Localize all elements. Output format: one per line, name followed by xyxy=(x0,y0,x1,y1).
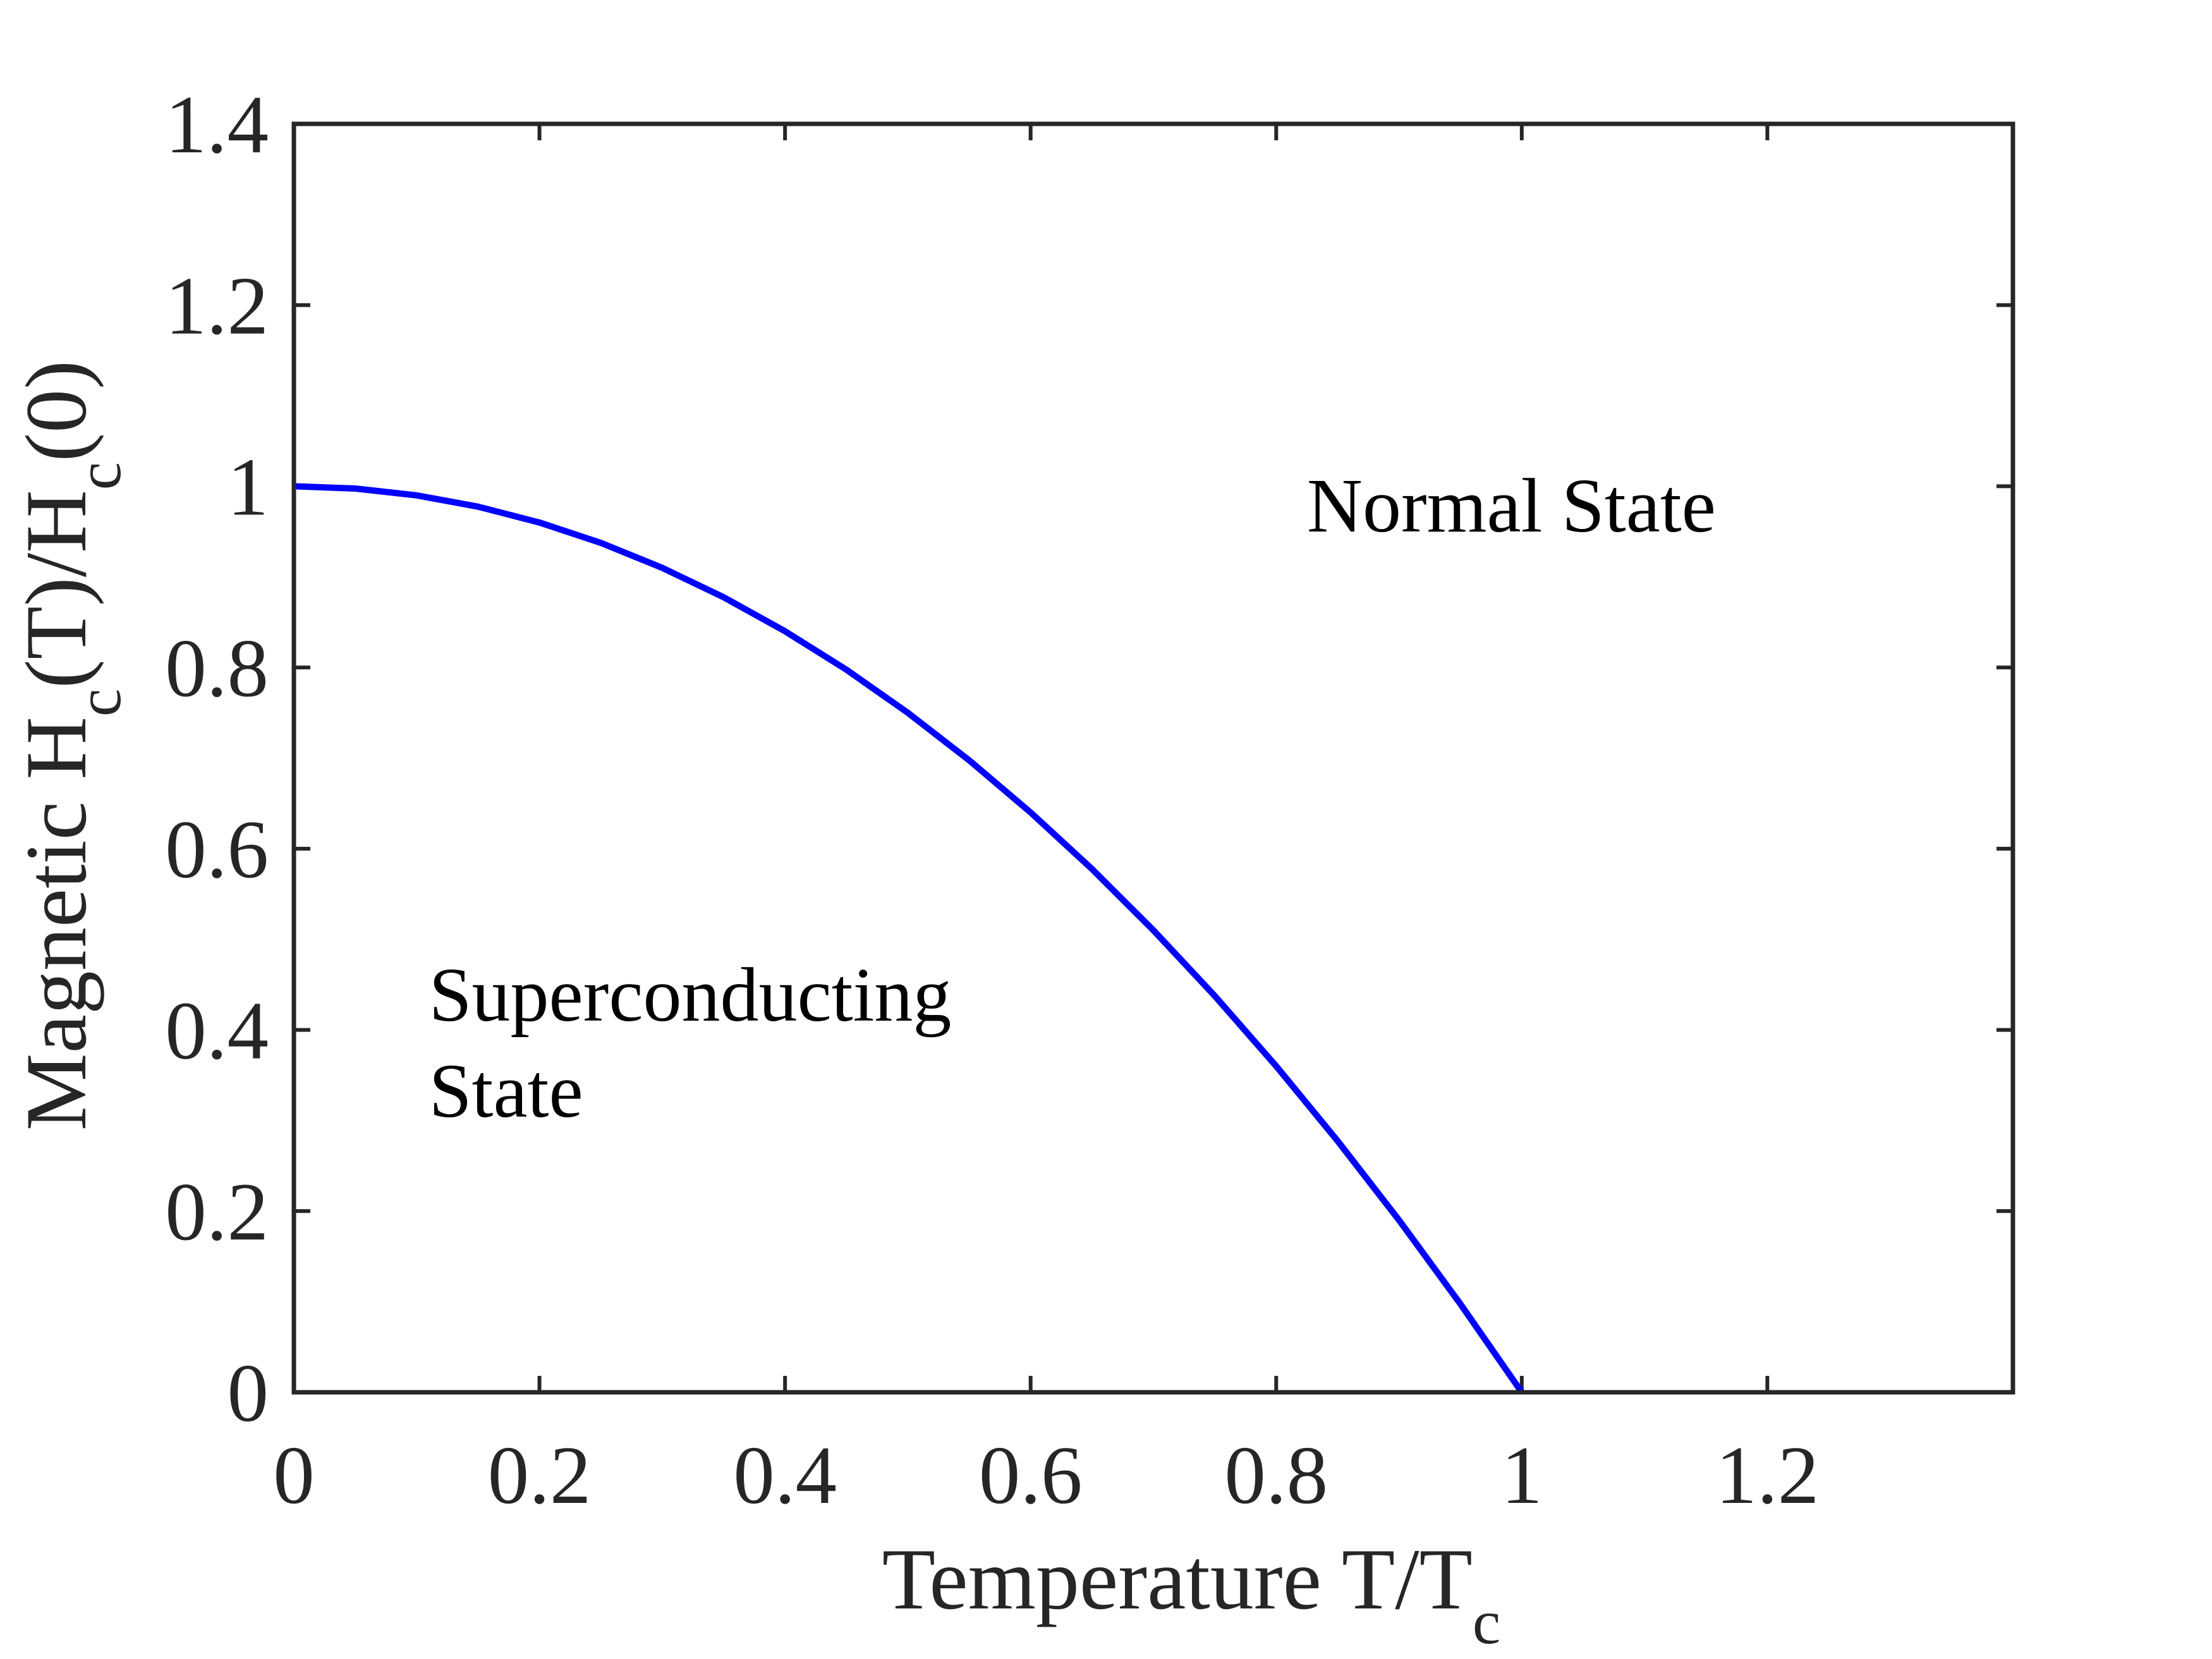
series-layer xyxy=(293,483,1525,1394)
x-tick-labels: 0 0.2 0.4 0.6 0.8 1 1.2 xyxy=(273,1430,1819,1521)
y-tick-labels: 0 0.2 0.4 0.6 0.8 1 1.2 1.4 xyxy=(165,79,269,1439)
y-tick-label: 0.2 xyxy=(165,1166,269,1258)
x-tick-label: 0.2 xyxy=(488,1430,592,1521)
x-tick-label: 1.2 xyxy=(1716,1430,1820,1521)
x-tick-label: 0.8 xyxy=(1224,1430,1328,1521)
y-tick-label: 0 xyxy=(228,1347,269,1439)
y-axis-title: Magnetic Hc(T)/Hc(0) xyxy=(8,360,134,1131)
x-tick-label: 0 xyxy=(273,1430,315,1521)
y-axis-title-subscript: c xyxy=(64,462,134,490)
y-tick-label: 1.4 xyxy=(165,79,269,171)
y-axis-title-part: (0) xyxy=(8,360,104,462)
y-tick-label: 1 xyxy=(228,441,269,533)
critical-field-curve xyxy=(293,483,1525,1394)
y-tick-label: 0.6 xyxy=(165,804,269,896)
annotation-text: Superconducting State xyxy=(429,952,952,1134)
y-axis-title-part: (T)/H xyxy=(8,490,104,688)
y-axis-title-part: Magnetic H xyxy=(8,717,104,1131)
annotation-line: Superconducting xyxy=(429,952,952,1038)
annotation-line: State xyxy=(429,1048,583,1134)
annotation-text: Normal State xyxy=(1307,463,1716,549)
x-axis-title: Temperature T/Tc xyxy=(882,1531,1501,1657)
annotations: Normal State Superconducting State xyxy=(429,463,1716,1134)
y-tick-label: 0.8 xyxy=(165,623,269,714)
x-axis-title-main: Temperature T/T xyxy=(882,1531,1473,1627)
y-axis-title-subscript: c xyxy=(64,688,134,716)
y-tick-label: 1.2 xyxy=(165,260,269,352)
x-tick-label: 0.4 xyxy=(733,1430,837,1521)
plot-frame xyxy=(291,121,2015,1395)
annotation-line: Normal State xyxy=(1307,463,1716,549)
x-tick-label: 1 xyxy=(1501,1430,1543,1521)
y-tick-label: 0.4 xyxy=(165,985,269,1077)
x-tick-label: 0.6 xyxy=(979,1430,1083,1521)
x-axis-title-subscript: c xyxy=(1473,1587,1500,1657)
